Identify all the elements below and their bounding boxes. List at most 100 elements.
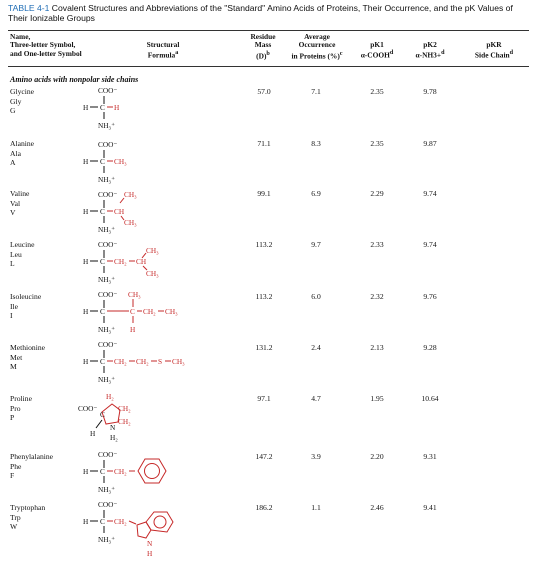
row-phenylalanine-pk1: 2.20 <box>370 452 384 461</box>
svg-text:C: C <box>100 517 105 526</box>
section-title: Amino acids with nonpolar side chains <box>10 75 139 84</box>
row-leucine-pk1: 2.33 <box>370 240 384 249</box>
header-mass: Residue Mass (D)b <box>250 32 276 61</box>
header-pk1: pK1 α-COOHd <box>360 40 394 60</box>
svg-text:S: S <box>158 357 162 366</box>
svg-text:C: C <box>100 103 105 112</box>
row-proline-pk1: 1.95 <box>370 394 384 403</box>
svg-text:COO⁻: COO⁻ <box>98 86 117 95</box>
svg-text:H: H <box>83 103 89 112</box>
svg-text:CH: CH <box>114 207 125 216</box>
row-isoleucine-pk1: 2.32 <box>370 292 384 301</box>
row-tryptophan-occ: 1.1 <box>311 503 321 512</box>
methionine-structure: COO⁻ H C CH₂ CH₂ S CH₃ NH₃⁺ <box>83 340 185 384</box>
header-pkr: pKR Side Chaind <box>474 40 514 60</box>
svg-text:H₂: H₂ <box>110 433 118 442</box>
svg-text:CH₃: CH₃ <box>146 246 159 255</box>
svg-text:CH₂: CH₂ <box>143 307 156 316</box>
row-leucine-name: Leucine Leu L <box>10 240 35 269</box>
row-proline-pk2: 10.64 <box>421 394 439 403</box>
row-proline-mass: 97.1 <box>257 394 271 403</box>
isoleucine-structure: COO⁻ CH₃ H C C CH₂ CH₃ H NH₃⁺ <box>83 290 178 334</box>
row-valine-occ: 6.9 <box>311 189 321 198</box>
row-isoleucine-mass: 113.2 <box>255 292 273 301</box>
header-pk2: pK2 α-NH3+d <box>415 40 445 60</box>
svg-text:C: C <box>100 467 105 476</box>
svg-text:C: C <box>100 207 105 216</box>
row-valine-name: Valine Val V <box>10 189 30 218</box>
table-title: Covalent Structures and Abbreviations of… <box>8 3 513 23</box>
header-formula: Structural Formulaa <box>146 40 180 60</box>
row-methionine-name: Methionine Met M <box>10 343 46 372</box>
row-isoleucine-pk2: 9.76 <box>423 292 437 301</box>
svg-text:C: C <box>100 157 105 166</box>
row-methionine-occ: 2.4 <box>311 343 321 352</box>
header-name: Name, Three-letter Symbol, and One-lette… <box>10 32 82 58</box>
svg-text:NH₃⁺: NH₃⁺ <box>98 485 115 494</box>
svg-text:CH₂: CH₂ <box>114 257 127 266</box>
svg-text:COO⁻: COO⁻ <box>98 290 117 299</box>
svg-text:C: C <box>100 410 105 419</box>
row-methionine-pk2: 9.28 <box>423 343 437 352</box>
row-alanine-occ: 8.3 <box>311 139 321 148</box>
row-isoleucine-occ: 6.0 <box>311 292 321 301</box>
svg-text:NH₃⁺: NH₃⁺ <box>98 375 115 384</box>
svg-text:COO⁻: COO⁻ <box>98 140 117 149</box>
svg-text:H: H <box>147 549 153 558</box>
row-isoleucine-name: Isoleucine Ile I <box>10 292 42 321</box>
svg-text:H: H <box>83 357 89 366</box>
table-label: TABLE 4-1 <box>8 3 50 13</box>
svg-text:COO⁻: COO⁻ <box>98 240 117 249</box>
svg-text:CH₂: CH₂ <box>118 404 131 413</box>
row-leucine-occ: 9.7 <box>311 240 321 249</box>
svg-text:H: H <box>83 257 89 266</box>
row-valine-mass: 99.1 <box>257 189 271 198</box>
row-proline-occ: 4.7 <box>311 394 321 403</box>
row-glycine-pk2: 9.78 <box>423 87 437 96</box>
svg-text:CH₂: CH₂ <box>118 417 131 426</box>
svg-text:H: H <box>90 429 96 438</box>
row-glycine-pk1: 2.35 <box>370 87 384 96</box>
row-glycine-mass: 57.0 <box>257 87 271 96</box>
svg-text:CH₃: CH₃ <box>124 218 137 227</box>
svg-text:CH₃: CH₃ <box>128 290 141 299</box>
row-phenylalanine-pk2: 9.31 <box>423 452 437 461</box>
svg-text:NH₃⁺: NH₃⁺ <box>98 121 115 130</box>
svg-text:H: H <box>114 103 120 112</box>
svg-text:COO⁻: COO⁻ <box>98 500 117 509</box>
svg-text:N: N <box>110 423 116 432</box>
svg-text:NH₃⁺: NH₃⁺ <box>98 535 115 544</box>
row-phenylalanine-occ: 3.9 <box>311 452 321 461</box>
header-rule <box>8 66 529 67</box>
row-tryptophan-pk2: 9.41 <box>423 503 437 512</box>
row-methionine-mass: 131.2 <box>255 343 273 352</box>
top-rule <box>8 30 529 31</box>
row-leucine-mass: 113.2 <box>255 240 273 249</box>
row-phenylalanine-name: Phenylalanine Phe F <box>10 452 54 481</box>
svg-text:CH₃: CH₃ <box>146 269 159 278</box>
svg-text:CH₂: CH₂ <box>114 357 127 366</box>
svg-text:COO⁻: COO⁻ <box>98 190 117 199</box>
svg-text:COO⁻: COO⁻ <box>78 404 97 413</box>
svg-text:CH₂: CH₂ <box>136 357 149 366</box>
alanine-structure: COO⁻ H C CH₃ NH₃⁺ <box>83 140 127 184</box>
table-caption: TABLE 4-1 Covalent Structures and Abbrev… <box>8 3 528 23</box>
row-tryptophan-name: Tryptophan Trp W <box>10 503 46 532</box>
svg-text:CH: CH <box>136 257 147 266</box>
svg-text:H: H <box>83 517 89 526</box>
valine-structure: COO⁻ CH₃ H C CH CH₃ NH₃⁺ <box>83 190 137 234</box>
svg-text:CH₃: CH₃ <box>165 307 178 316</box>
svg-text:C: C <box>100 307 105 316</box>
svg-text:CH₂: CH₂ <box>114 517 127 526</box>
svg-text:H: H <box>83 157 89 166</box>
row-alanine-pk2: 9.87 <box>423 139 437 148</box>
row-leucine-pk2: 9.74 <box>423 240 437 249</box>
row-methionine-pk1: 2.13 <box>370 343 384 352</box>
svg-text:H: H <box>130 325 136 334</box>
svg-text:H: H <box>83 467 89 476</box>
row-glycine-name: Glycine Gly G <box>10 87 35 116</box>
row-proline-name: Proline Pro P <box>10 394 32 423</box>
row-glycine-occ: 7.1 <box>311 87 321 96</box>
row-valine-pk1: 2.29 <box>370 189 384 198</box>
svg-text:COO⁻: COO⁻ <box>98 450 117 459</box>
